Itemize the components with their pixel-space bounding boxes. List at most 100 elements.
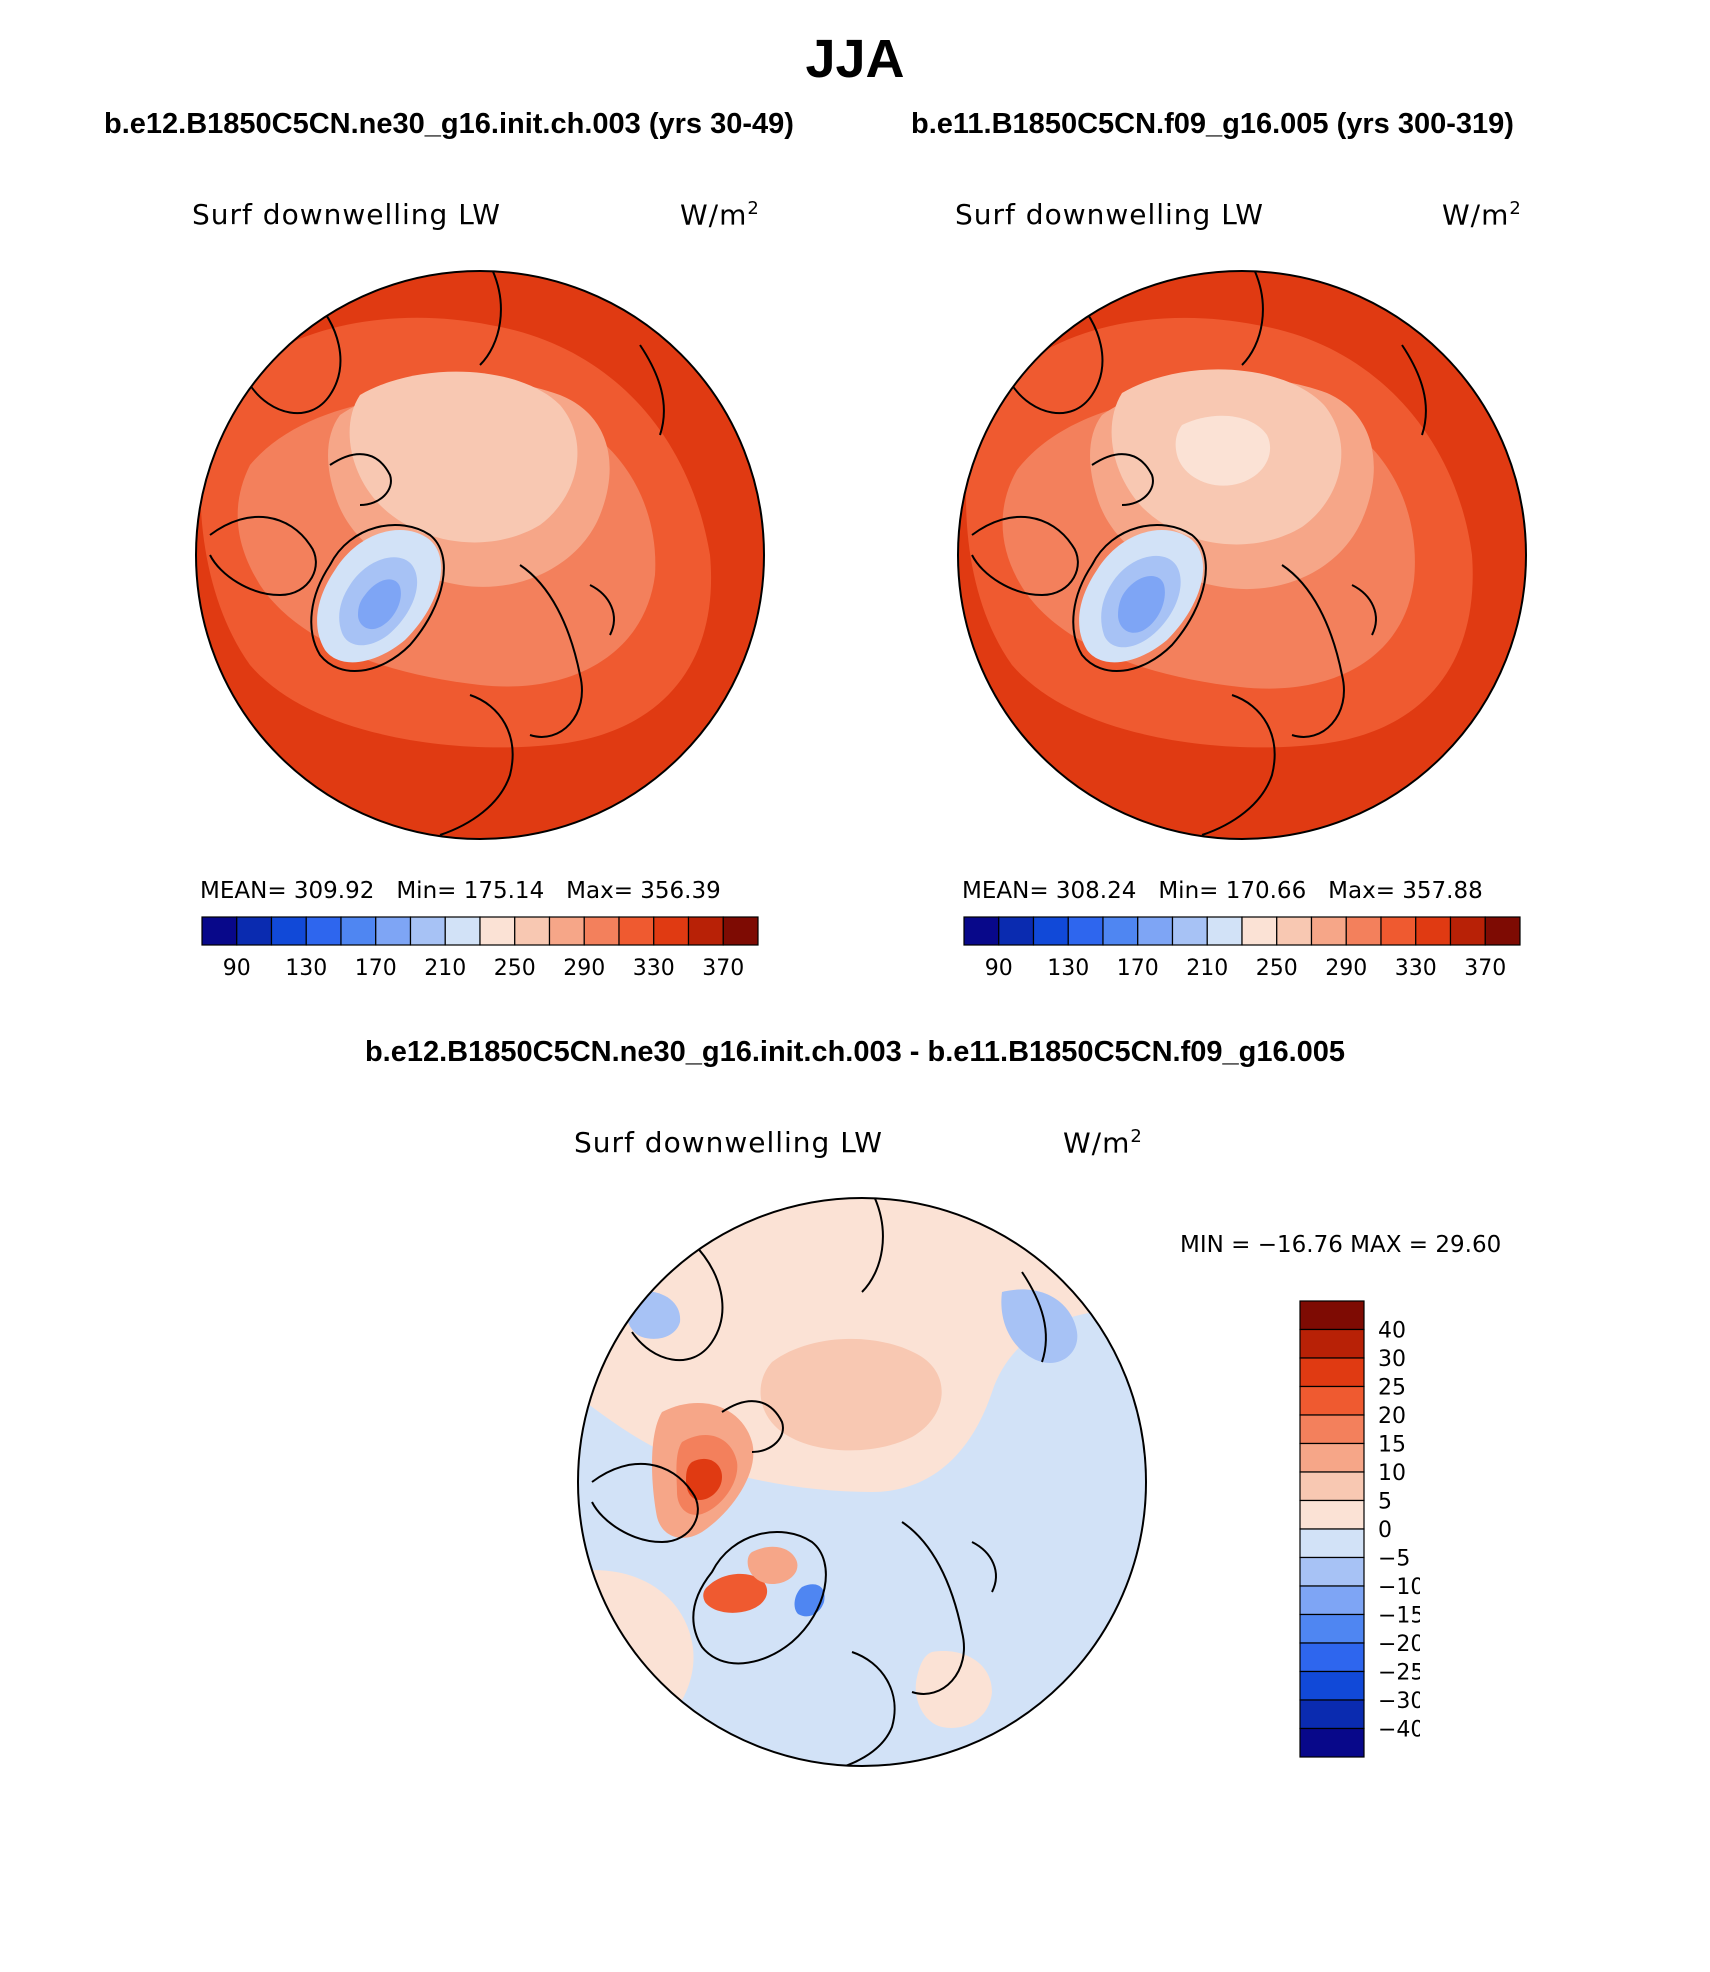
- map2-coastlines: [971, 271, 1427, 836]
- panel2-colorbar-tick-label: 90: [985, 956, 1013, 981]
- diff-colorbar-tick-label: 15: [1378, 1433, 1406, 1458]
- panel1-units-label: W/m2: [680, 198, 760, 232]
- panel1-colorbar-tick-label: 330: [633, 956, 675, 981]
- panel2-colorbar-tick-label: 210: [1186, 956, 1228, 981]
- panel2-colorbar-box-2: [1032, 916, 1069, 946]
- diff-colorbar-tick-label: 10: [1378, 1461, 1406, 1486]
- panel1-colorbar-tick-label: 250: [494, 956, 536, 981]
- map1-coastlines: [209, 271, 665, 836]
- diff-coastlines: [591, 1198, 1047, 1766]
- diff-colorbar-box-0: [1299, 1300, 1365, 1331]
- panel1-colorbar-box-6: [409, 916, 446, 946]
- panel1-polar-map: [195, 270, 765, 840]
- diff-colorbar-tick-label: −10: [1378, 1575, 1420, 1600]
- diff-colorbar-box-1: [1299, 1328, 1365, 1359]
- panel2-mean: MEAN= 308.24: [962, 878, 1137, 904]
- diff-colorbar-tick-label: −30: [1378, 1689, 1420, 1714]
- panel2-units-label: W/m2: [1442, 198, 1522, 232]
- panel2-colorbar-box-15: [1484, 916, 1521, 946]
- panel1-colorbar-box-9: [514, 916, 551, 946]
- diff-colorbar-tick-label: −15: [1378, 1604, 1420, 1629]
- panel1-colorbar: 90 130 170 210 250 290 330 370: [201, 916, 759, 981]
- diff-colorbar-tick-label: 40: [1378, 1319, 1406, 1344]
- diff-colorbar-box-7: [1299, 1499, 1365, 1530]
- diff-colorbar-tick-label: 0: [1378, 1518, 1392, 1543]
- panel2-colorbar-tick-label: 330: [1395, 956, 1437, 981]
- season-title: JJA: [805, 29, 905, 89]
- panel2-variable-label: Surf downwelling LW: [955, 198, 1264, 231]
- diff-colorbar-tick-label: −25: [1378, 1661, 1420, 1686]
- diff-units-label: W/m2: [1063, 1126, 1143, 1160]
- diff-colorbar-box-12: [1299, 1642, 1365, 1673]
- panel1-stats: MEAN= 309.92 Min= 175.14 Max= 356.39: [200, 878, 721, 904]
- diff-colorbar-tick-label: 20: [1378, 1404, 1406, 1429]
- panel1-colorbar-tick-label: 210: [424, 956, 466, 981]
- panel1-colorbar-box-8: [479, 916, 516, 946]
- diff-field-neg10-pacific: [1001, 1289, 1078, 1363]
- panel1-case-title: b.e12.B1850C5CN.ne30_g16.init.ch.003 (yr…: [104, 108, 794, 140]
- panel2-case-title: b.e11.B1850C5CN.f09_g16.005 (yrs 300-319…: [911, 108, 1514, 140]
- panel1-colorbar-box-2: [270, 916, 307, 946]
- panel2-colorbar-box-0: [963, 916, 1000, 946]
- diff-colorbar-box-10: [1299, 1585, 1365, 1616]
- panel2-min: Min= 170.66: [1158, 878, 1307, 904]
- panel1-colorbar-box-14: [687, 916, 724, 946]
- panel1-colorbar-box-10: [548, 916, 585, 946]
- panel1-colorbar-tick-label: 290: [563, 956, 605, 981]
- map1-greenland-170: [358, 579, 401, 630]
- diff-case-title: b.e12.B1850C5CN.ne30_g16.init.ch.003 - b…: [364, 1036, 1346, 1068]
- panel2-colorbar-tick-label: 130: [1047, 956, 1089, 981]
- panel2-colorbar-tick-label: 250: [1256, 956, 1298, 981]
- panel2-colorbar-tick-label: 290: [1325, 956, 1367, 981]
- panel2-colorbar-box-14: [1449, 916, 1486, 946]
- panel2-colorbar-box-6: [1171, 916, 1208, 946]
- diff-colorbar-tick-label: 25: [1378, 1376, 1406, 1401]
- panel2-colorbar-box-10: [1310, 916, 1347, 946]
- panel2-colorbar-box-1: [998, 916, 1035, 946]
- diff-colorbar-tick-label: −40: [1378, 1718, 1420, 1743]
- panel2-colorbar-box-3: [1067, 916, 1104, 946]
- diff-field-greenland-pos2: [747, 1546, 798, 1584]
- map2-boundary: [957, 270, 1527, 840]
- diff-polar-map: [577, 1197, 1147, 1767]
- diff-field-greenland-pos: [703, 1573, 768, 1613]
- panel2-colorbar-box-13: [1415, 916, 1452, 946]
- diff-colorbar-box-13: [1299, 1670, 1365, 1701]
- panel1-colorbar-tick-label: 130: [285, 956, 327, 981]
- diff-colorbar-tick-label: −5: [1378, 1547, 1410, 1572]
- diff-colorbar-box-6: [1299, 1471, 1365, 1502]
- diff-colorbar-tick-label: 30: [1378, 1347, 1406, 1372]
- panel2-polar-map: [957, 270, 1527, 840]
- panel1-mean: MEAN= 309.92: [200, 878, 375, 904]
- panel1-colorbar-tick-label: 170: [355, 956, 397, 981]
- panel2-colorbar-box-7: [1206, 916, 1243, 946]
- panel1-colorbar-tick-label: 90: [223, 956, 251, 981]
- panel2-colorbar-box-8: [1241, 916, 1278, 946]
- diff-colorbar-box-8: [1299, 1528, 1365, 1559]
- map2-field-230: [1175, 415, 1271, 486]
- map1-field-250: [349, 371, 578, 543]
- panel1-colorbar-box-1: [236, 916, 273, 946]
- diff-colorbar-box-15: [1299, 1727, 1365, 1758]
- diff-colorbar-tick-label: 5: [1378, 1490, 1392, 1515]
- panel2-stats: MEAN= 308.24 Min= 170.66 Max= 357.88: [962, 878, 1483, 904]
- panel1-colorbar-tick-label: 370: [702, 956, 744, 981]
- panel1-variable-label: Surf downwelling LW: [192, 198, 501, 231]
- panel1-colorbar-box-5: [375, 916, 412, 946]
- diff-colorbar-box-11: [1299, 1613, 1365, 1644]
- diff-colorbar-box-4: [1299, 1414, 1365, 1445]
- panel1-colorbar-box-13: [653, 916, 690, 946]
- diff-field-pos5-europe: [915, 1651, 992, 1728]
- diff-variable-label: Surf downwelling LW: [574, 1126, 883, 1159]
- diff-colorbar-box-14: [1299, 1699, 1365, 1730]
- panel1-colorbar-box-12: [618, 916, 655, 946]
- panel1-colorbar-box-11: [583, 916, 620, 946]
- diff-map-boundary: [577, 1197, 1147, 1767]
- panel2-colorbar-box-5: [1137, 916, 1174, 946]
- map1-boundary: [195, 270, 765, 840]
- panel1-colorbar-box-7: [444, 916, 481, 946]
- panel1-min: Min= 175.14: [396, 878, 545, 904]
- panel2-colorbar-tick-label: 370: [1464, 956, 1506, 981]
- map2-greenland-170: [1118, 575, 1165, 633]
- diff-colorbar-tick-label: −20: [1378, 1632, 1420, 1657]
